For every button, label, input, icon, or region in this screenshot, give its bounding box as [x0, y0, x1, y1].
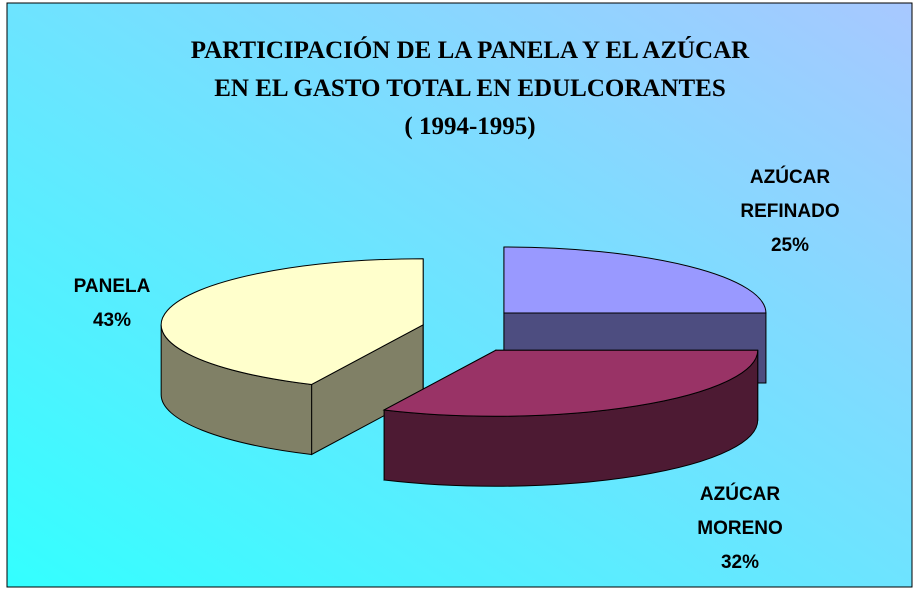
value-label: 32%	[721, 552, 759, 573]
slice-top	[382, 349, 759, 417]
plot-background	[6, 2, 913, 588]
slice-top	[160, 258, 424, 385]
value-label: 43%	[93, 310, 131, 331]
title-line: ( 1994-1995)	[404, 113, 535, 140]
pie	[160, 246, 767, 487]
labels: AZÚCAR REFINADO 25% AZÚCAR MORENO 32% PANELA 43…	[74, 166, 840, 573]
category-label: PANELA	[74, 276, 151, 297]
category-label: AZÚCAR MORENO	[697, 483, 783, 539]
chart-title: PARTICIPACIÓN DE LA PANELA Y EL AZÚCAR EN…	[191, 36, 750, 140]
slice	[160, 258, 424, 456]
category-label: AZÚCAR REFINADO	[740, 166, 839, 222]
slice	[382, 349, 759, 487]
title-line: EN EL GASTO TOTAL EN EDULCORANTES	[214, 75, 726, 102]
value-label: 25%	[771, 235, 809, 256]
title-line: PARTICIPACIÓN DE LA PANELA Y EL AZÚCAR	[191, 36, 750, 64]
slice-top	[503, 246, 767, 314]
